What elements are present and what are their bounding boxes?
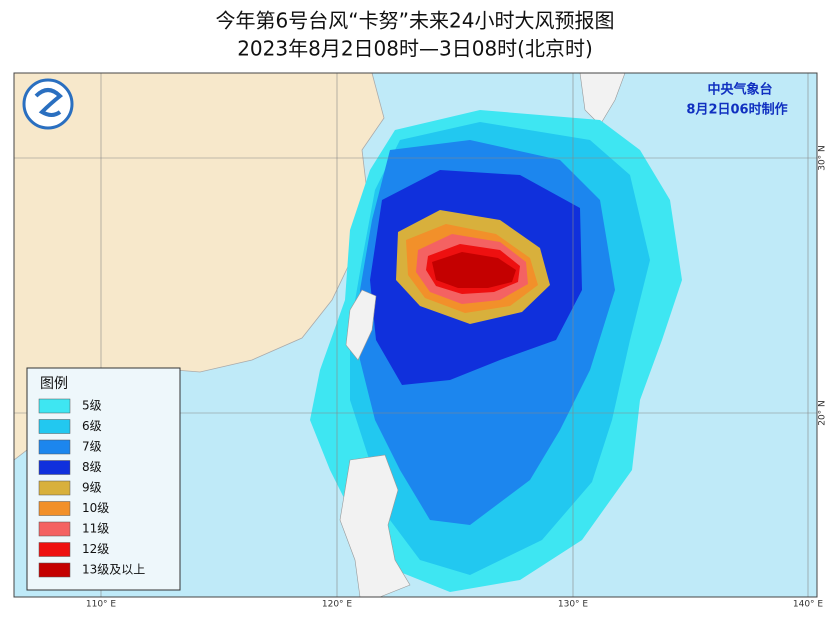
wind-zone xyxy=(432,252,516,288)
latitude-label: 20° N xyxy=(818,400,828,426)
subtitle: 2023年8月2日08时—3日08时(北京时) xyxy=(237,37,593,61)
legend-swatch xyxy=(38,562,71,578)
legend-swatch xyxy=(38,398,71,414)
legend-label: 7级 xyxy=(82,440,102,454)
legend-label: 9级 xyxy=(82,481,102,495)
legend-label: 8级 xyxy=(82,460,102,474)
logo-mark xyxy=(34,88,63,117)
title: 今年第6号台风“卡努”未来24小时大风预报图 xyxy=(216,9,615,33)
longitude-label: 120° E xyxy=(322,600,353,610)
legend-swatch xyxy=(38,439,71,455)
legend-swatch xyxy=(38,501,71,516)
luzon xyxy=(339,454,411,597)
longitude-label: 140° E xyxy=(793,600,824,610)
latitude-label: 30° N xyxy=(818,145,828,171)
legend-swatch xyxy=(38,542,71,557)
legend-label: 6级 xyxy=(82,419,102,433)
legend: 图例 5级 6级 7级 8级 9级 10级 11级 12级 13级及以上 xyxy=(26,367,181,591)
longitude-label: 110° E xyxy=(86,600,117,610)
legend-swatch xyxy=(38,460,71,475)
taiwan xyxy=(345,289,377,361)
legend-title: 图例 xyxy=(40,376,68,392)
legend-label: 12级 xyxy=(82,542,109,556)
agency-name: 中央气象台 xyxy=(707,82,772,98)
longitude-label: 130° E xyxy=(558,600,589,610)
legend-swatch xyxy=(38,521,71,537)
legend-label: 5级 xyxy=(82,399,102,413)
korea xyxy=(579,73,626,126)
legend-label: 10级 xyxy=(82,501,109,515)
legend-swatch xyxy=(38,480,71,496)
wind-zones xyxy=(310,110,682,592)
legend-label: 11级 xyxy=(82,522,109,536)
legend-swatch xyxy=(38,419,71,434)
map-area xyxy=(14,73,817,597)
issued-time: 8月2日06时制作 xyxy=(686,102,787,118)
legend-label: 13级及以上 xyxy=(82,563,145,577)
frame xyxy=(13,72,818,598)
